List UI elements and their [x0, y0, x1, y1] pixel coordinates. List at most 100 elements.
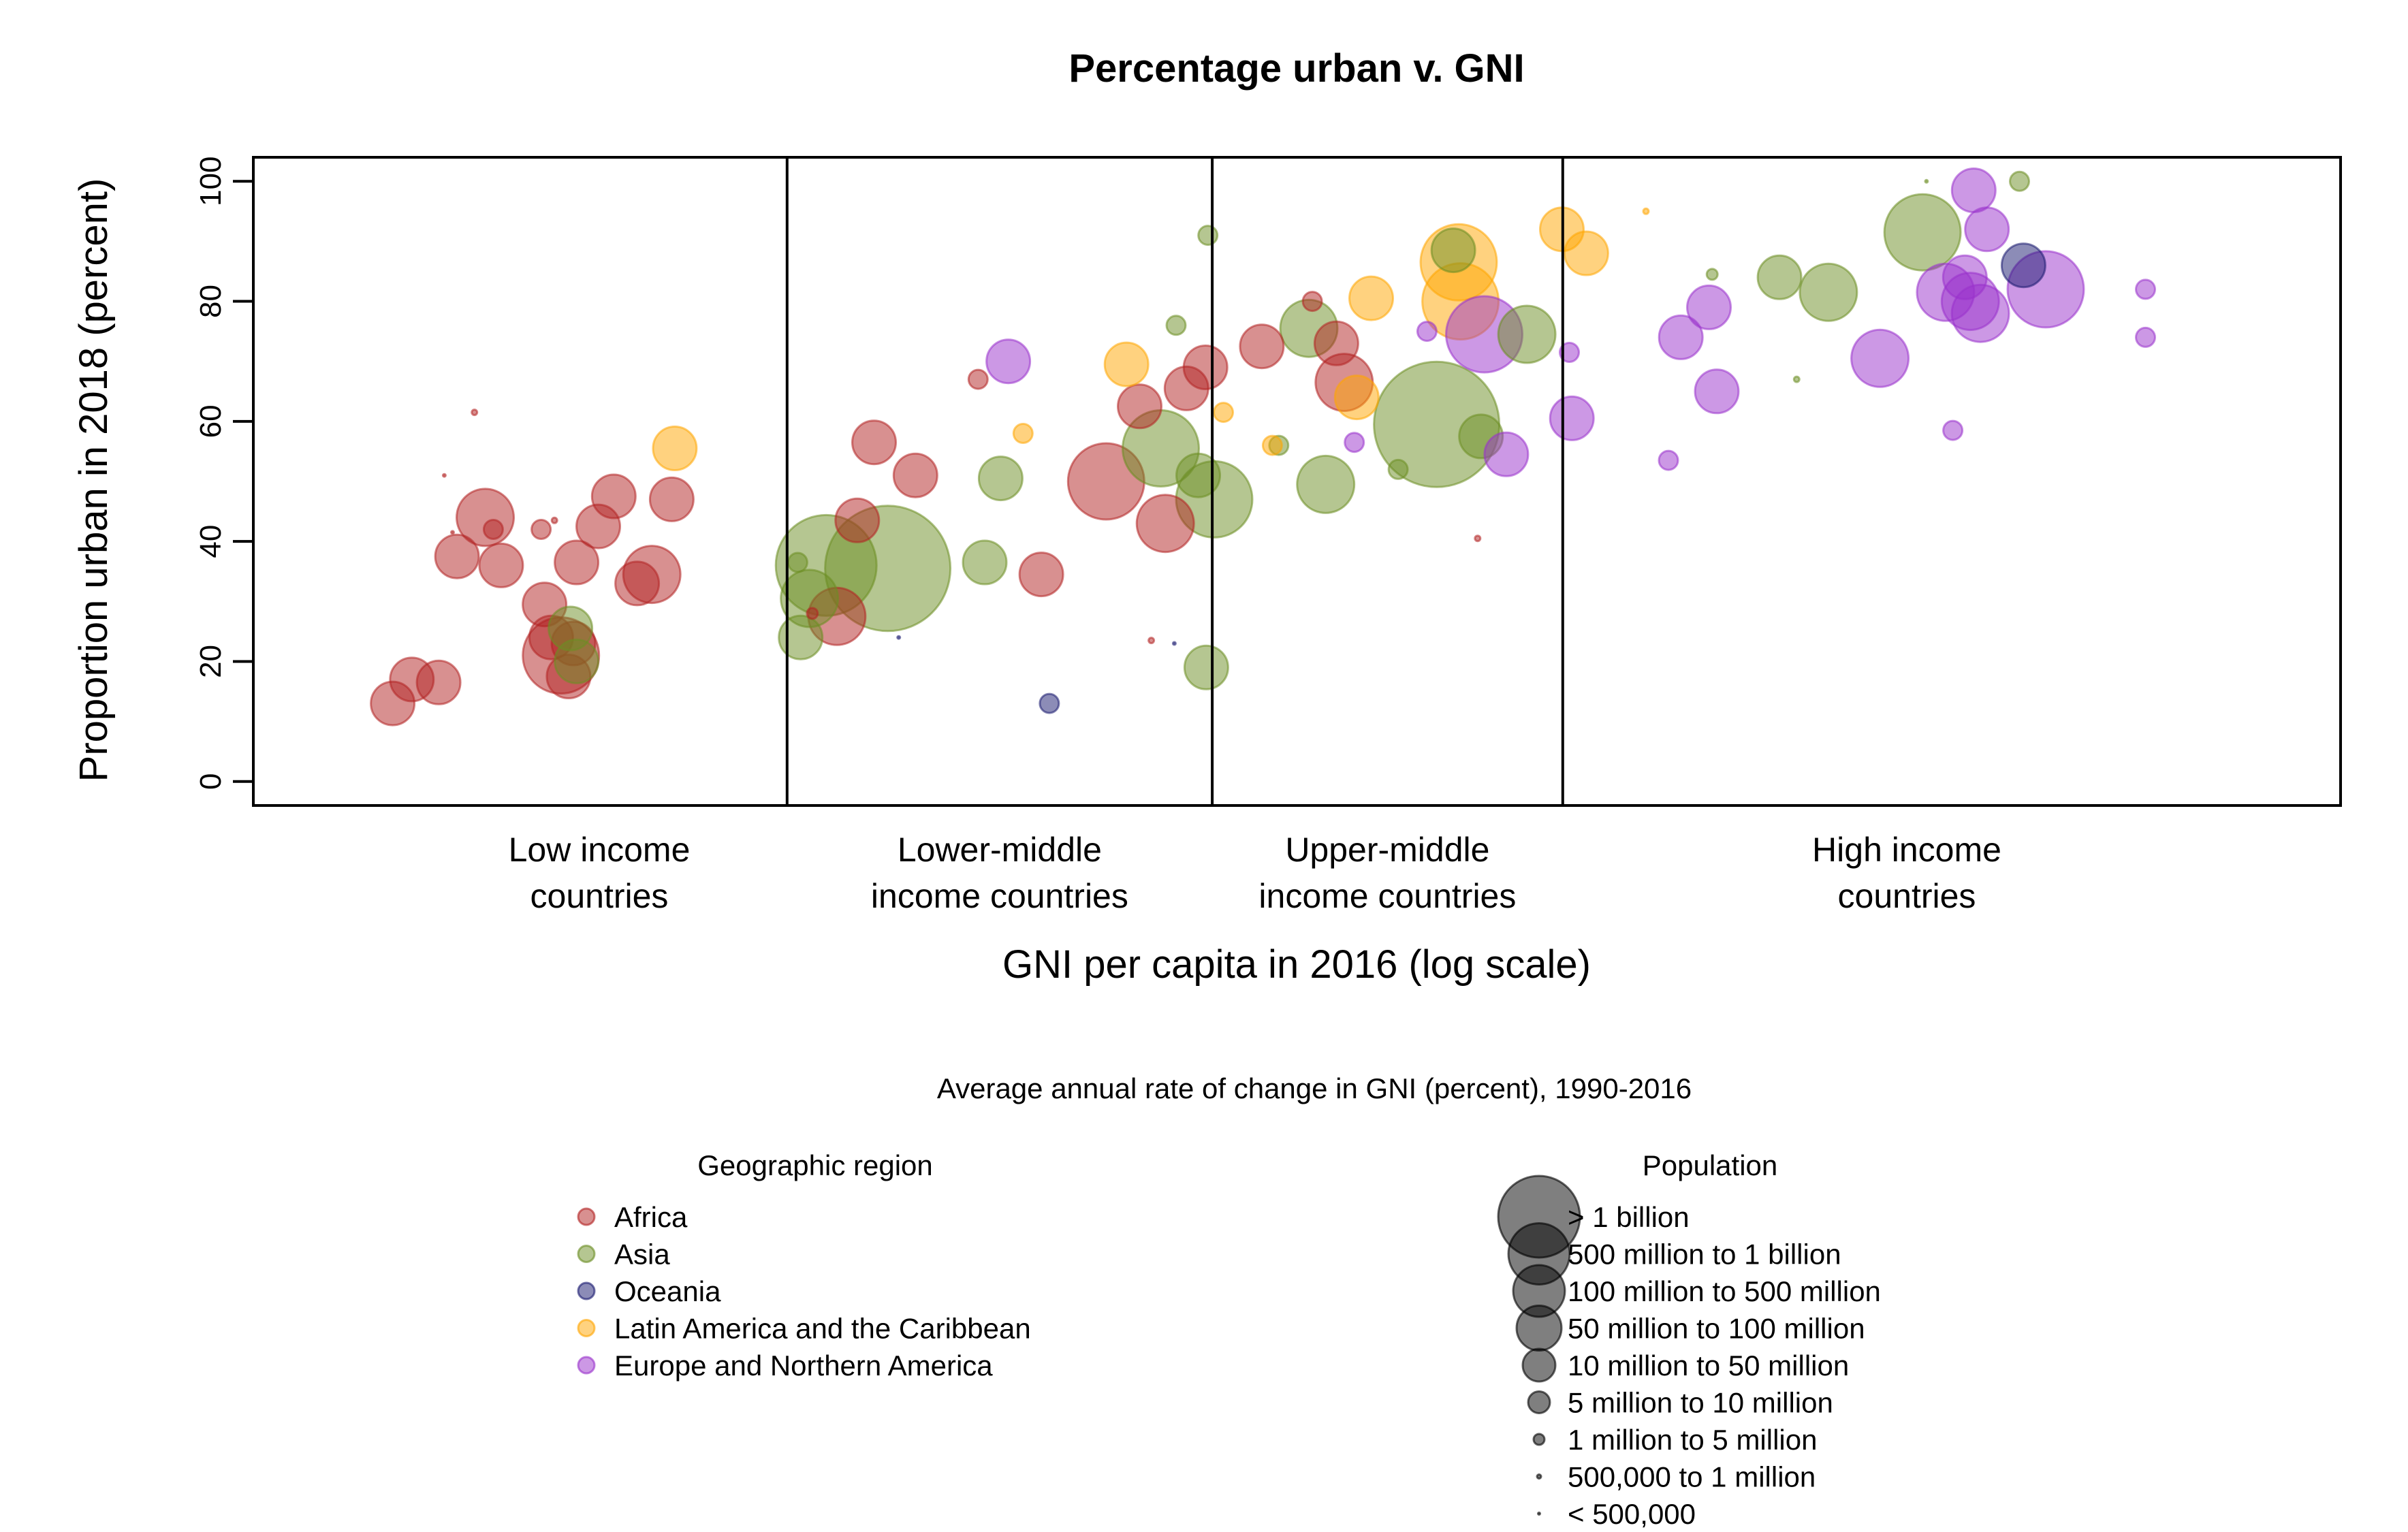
legend-region-label: Latin America and the Caribbean [614, 1313, 1031, 1345]
legend-population-label: 50 million to 100 million [1568, 1313, 1865, 1345]
y-axis: 0 20 40 60 80 100 [194, 157, 253, 790]
x-category-label: Lower-middle income countries [871, 831, 1128, 915]
data-point [834, 497, 881, 543]
legend-region-label: Europe and Northern America [614, 1350, 993, 1382]
data-point [1261, 434, 1283, 456]
data-point [1416, 321, 1438, 342]
data-point [2135, 326, 2156, 348]
data-point [2135, 278, 2156, 300]
data-point [648, 476, 695, 522]
x-category-label: Low income countries [509, 831, 691, 915]
legend-region-swatch [577, 1245, 596, 1263]
legend-population-swatch [1537, 1512, 1541, 1516]
data-point [652, 426, 698, 471]
data-point [1387, 458, 1409, 480]
data-point [1175, 452, 1221, 498]
y-tick-label: 60 [194, 404, 227, 438]
legend-population-label: 5 million to 10 million [1568, 1387, 1833, 1419]
data-point [1756, 254, 1803, 300]
legend-region: Geographic region Africa Asia Oceania Latin… [577, 1149, 1031, 1382]
x-category-label: High income countries [1812, 831, 2001, 915]
data-point [1239, 323, 1285, 370]
data-point [1039, 692, 1060, 714]
data-point [415, 659, 462, 705]
data-point [614, 560, 661, 607]
data-point [478, 542, 524, 588]
legend-region-label: Asia [614, 1239, 670, 1271]
data-point [1642, 207, 1650, 215]
data-point [778, 614, 824, 660]
data-point [550, 516, 558, 524]
legend-region-swatch [577, 1319, 596, 1337]
data-point [1497, 304, 1557, 364]
legend-population: Population > 1 billion 500 million to 1 b… [1497, 1149, 1881, 1530]
y-axis-label: Proportion urban in 2018 (percent) [72, 178, 116, 782]
data-point [590, 473, 637, 520]
data-point [1348, 275, 1394, 321]
data-point [1333, 374, 1380, 421]
legend-population-swatch [1536, 1473, 1542, 1480]
data-point [1563, 230, 1609, 276]
data-point [2009, 170, 2030, 192]
chart-note: Average annual rate of change in GNI (pe… [937, 1072, 1692, 1104]
legend-population-label: < 500,000 [1568, 1498, 1696, 1530]
data-point [896, 635, 902, 640]
data-point [2000, 242, 2046, 289]
data-point [1197, 225, 1219, 246]
legend-population-swatch [1532, 1433, 1546, 1446]
data-point [1483, 431, 1530, 477]
y-tick-label: 20 [194, 645, 227, 678]
data-point [977, 456, 1024, 502]
legend-region-swatch [577, 1356, 596, 1375]
data-point [787, 552, 808, 573]
data-point [450, 530, 455, 535]
data-point [1686, 284, 1732, 330]
data-point [554, 539, 600, 586]
legend-population-swatch [1521, 1347, 1557, 1383]
data-point [1012, 423, 1034, 444]
data-point [1296, 454, 1356, 514]
data-point [1559, 342, 1580, 363]
legend-region-title: Geographic region [697, 1149, 933, 1181]
data-point [985, 338, 1032, 385]
data-point [1117, 383, 1162, 430]
data-point [1883, 193, 1962, 272]
data-point [806, 607, 819, 620]
data-point [851, 419, 897, 466]
legend-population-swatch [1515, 1305, 1563, 1352]
data-point [1694, 368, 1740, 415]
data-point [471, 409, 479, 417]
legend-region-swatch [577, 1207, 596, 1226]
data-point [1183, 644, 1229, 690]
data-point [1018, 552, 1064, 598]
data-point [962, 539, 1008, 586]
data-point [554, 638, 600, 684]
chart-title: Percentage urban v. GNI [1068, 46, 1524, 91]
data-point [1171, 641, 1177, 646]
data-point [1658, 314, 1704, 360]
legend-population-label: 1 million to 5 million [1568, 1424, 1817, 1456]
data-point [1950, 167, 1997, 213]
y-tick-label: 80 [194, 285, 227, 318]
data-point [434, 533, 480, 579]
plot-frame [252, 156, 2342, 807]
legend-population-label: 500 million to 1 billion [1568, 1239, 1841, 1271]
data-point [1942, 419, 1964, 441]
x-axis-label: GNI per capita in 2016 (log scale) [1002, 942, 1591, 987]
legend-population-label: > 1 billion [1568, 1201, 1690, 1233]
legend-region-label: Africa [614, 1201, 688, 1233]
legend-region-swatch [577, 1281, 596, 1300]
data-point [1301, 291, 1323, 313]
data-point [1165, 315, 1187, 336]
legend-region-label: Oceania [614, 1275, 721, 1307]
data-point [1705, 268, 1719, 281]
data-point [1135, 494, 1195, 554]
data-point [1964, 206, 2010, 253]
data-point [1658, 449, 1679, 471]
data-point [1182, 345, 1229, 390]
plot-area [252, 156, 2342, 807]
x-category-label: Upper-middle income countries [1258, 831, 1516, 915]
data-point [1213, 402, 1234, 424]
data-point [967, 368, 989, 390]
data-point [1792, 375, 1801, 383]
